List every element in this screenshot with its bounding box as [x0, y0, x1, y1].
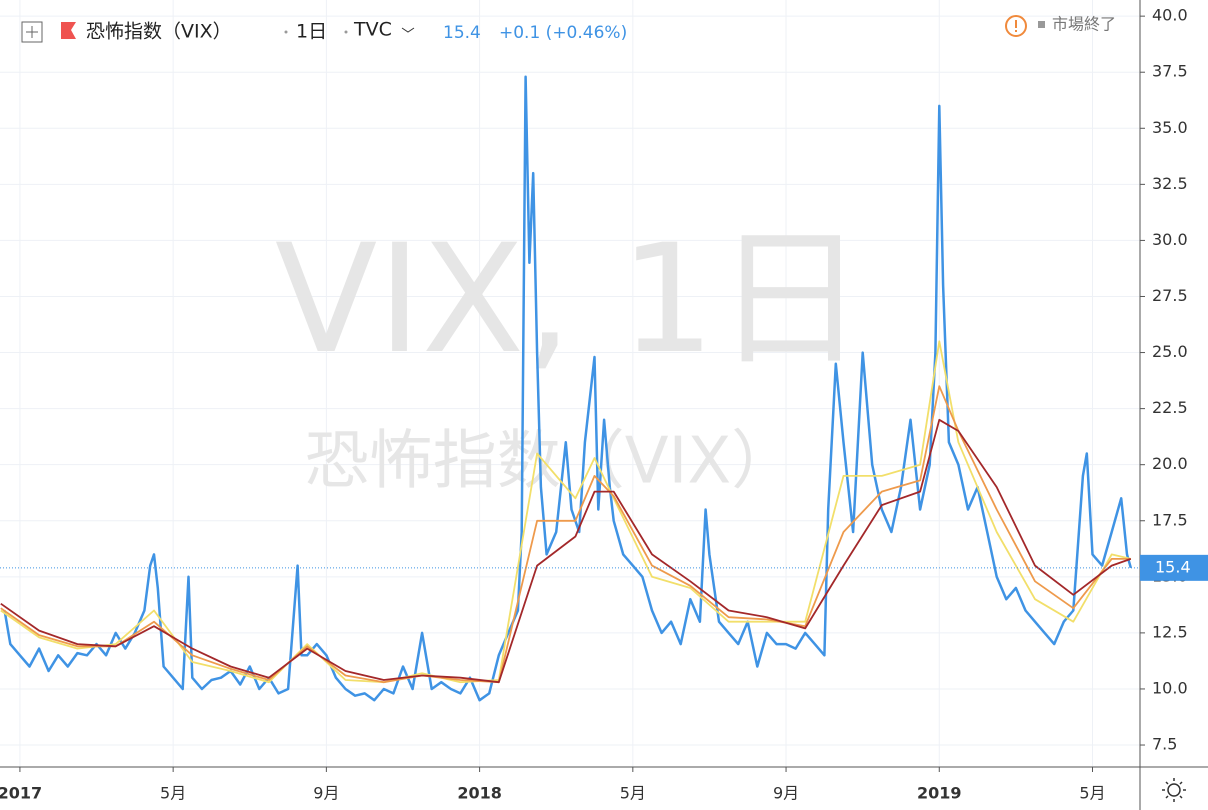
separator	[284, 30, 288, 34]
settings-icon[interactable]	[1167, 783, 1181, 797]
watermark: VIX, 1日	[275, 213, 865, 387]
y-tick-label: 25.0	[1152, 342, 1188, 361]
x-tick-label: 2018	[457, 784, 502, 803]
market-status: 市場終了	[1052, 15, 1116, 34]
axes: 7.510.012.515.017.520.022.525.027.530.03…	[0, 6, 1208, 803]
y-tick-label: 17.5	[1152, 510, 1188, 529]
watermark-title: 恐怖指数（VIX）	[305, 425, 796, 499]
y-tick-label: 12.5	[1152, 622, 1188, 641]
symbol-title[interactable]: 恐怖指数（VIX）	[86, 21, 232, 43]
x-tick-label: 5月	[1079, 784, 1105, 803]
x-tick-label: 2017	[0, 784, 42, 803]
y-tick-label: 10.0	[1152, 678, 1188, 697]
x-tick-label: 9月	[773, 784, 799, 803]
y-tick-label: 37.5	[1152, 62, 1188, 81]
exchange[interactable]: TVC	[353, 19, 392, 41]
add-icon	[26, 26, 38, 38]
header-last-value: 15.4	[443, 23, 481, 43]
header-change: +0.1 (+0.46%)	[499, 23, 627, 43]
moving-average-line	[0, 340, 1132, 684]
y-tick-label: 32.5	[1152, 174, 1188, 193]
settings-rays	[1162, 778, 1186, 802]
status-dot	[1038, 21, 1045, 28]
plot	[0, 75, 1140, 702]
interval[interactable]: 1日	[296, 21, 327, 43]
flag-icon	[61, 22, 76, 39]
y-tick-label: 7.5	[1152, 735, 1177, 754]
y-tick-label: 35.0	[1152, 118, 1188, 137]
x-tick-label: 5月	[620, 784, 646, 803]
y-tick-label: 20.0	[1152, 454, 1188, 473]
moving-average-line	[0, 418, 1132, 684]
price-line	[3, 75, 1133, 702]
add-button[interactable]	[21, 21, 43, 43]
y-tick-label: 27.5	[1152, 286, 1188, 305]
x-tick-label: 2019	[917, 784, 962, 803]
y-tick-label: 30.0	[1152, 230, 1188, 249]
x-tick-label: 5月	[160, 784, 186, 803]
x-tick-label: 9月	[313, 784, 339, 803]
last-price-label: 15.4	[1155, 557, 1191, 576]
separator	[344, 30, 348, 34]
moving-average-line	[0, 385, 1131, 684]
dropdown-icon[interactable]	[401, 27, 415, 33]
y-tick-label: 40.0	[1152, 6, 1188, 25]
last-price-badge	[1140, 554, 1208, 581]
y-tick-label: 22.5	[1152, 398, 1188, 417]
